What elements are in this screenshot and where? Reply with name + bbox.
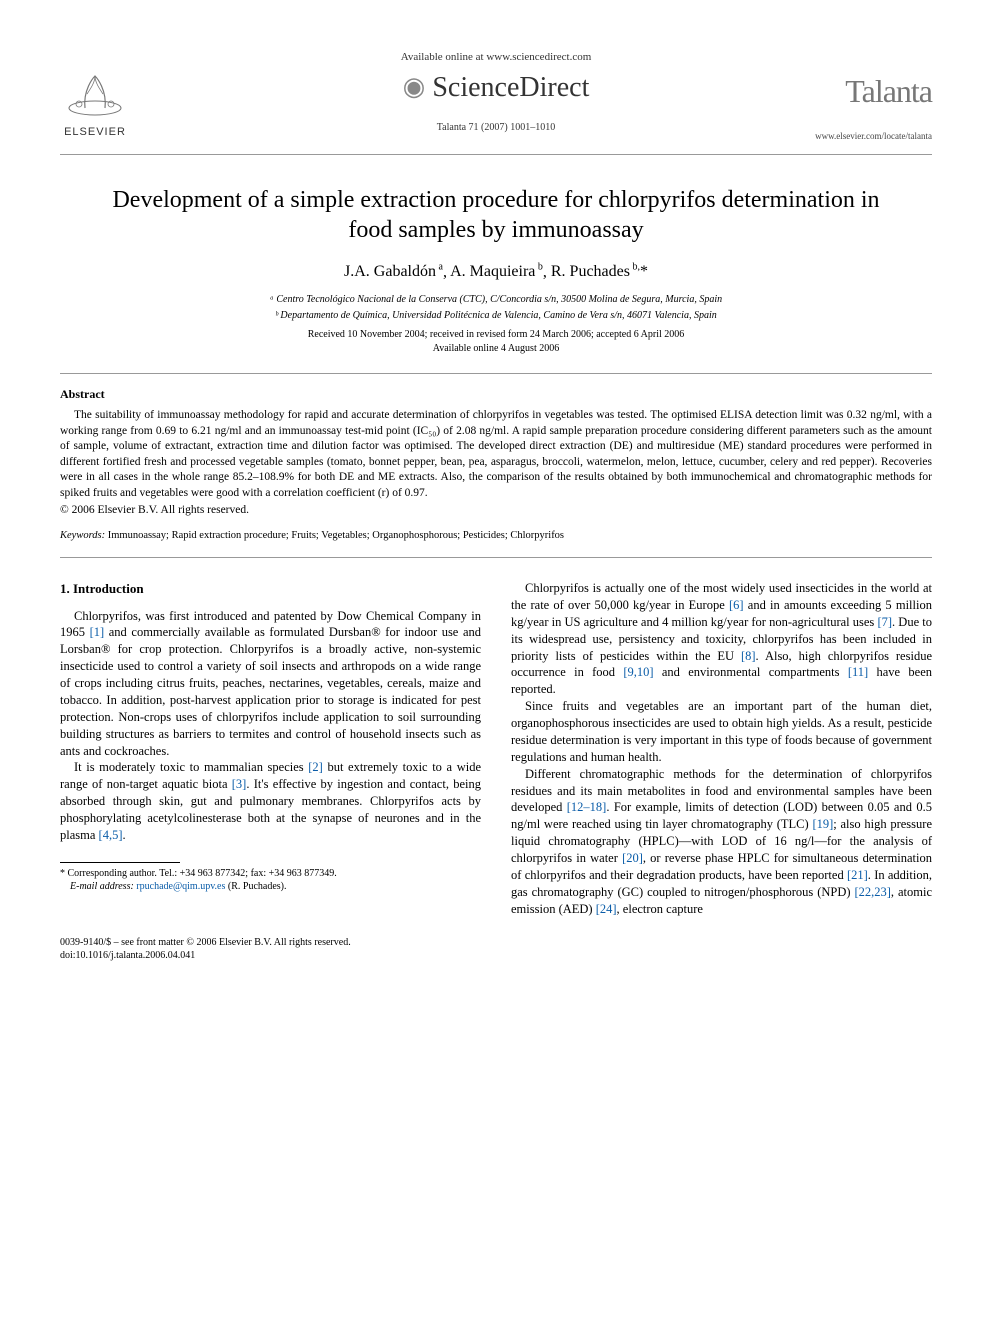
- right-p3: Different chromatographic methods for th…: [511, 766, 932, 918]
- abstract-section: Abstract The suitability of immunoassay …: [60, 386, 932, 543]
- left-column: 1. Introduction Chlorpyrifos, was first …: [60, 580, 481, 918]
- cite-6[interactable]: [6]: [729, 598, 744, 612]
- elsevier-logo: ELSEVIER: [60, 70, 130, 140]
- divider: [60, 557, 932, 558]
- sciencedirect-logo: ◉ ScienceDirect: [60, 69, 932, 107]
- cite-24[interactable]: [24]: [596, 902, 617, 916]
- abstract-heading: Abstract: [60, 386, 932, 402]
- email-label: E-mail address:: [70, 881, 134, 892]
- divider: [60, 154, 932, 155]
- cite-3[interactable]: [3]: [232, 777, 247, 791]
- cite-11[interactable]: [11]: [848, 665, 868, 679]
- keywords: Keywords: Immunoassay; Rapid extraction …: [60, 529, 932, 543]
- header-center: Available online at www.sciencedirect.co…: [60, 40, 932, 134]
- body-columns: 1. Introduction Chlorpyrifos, was first …: [60, 580, 932, 918]
- sd-swirl-icon: ◉: [403, 72, 426, 101]
- divider: [60, 373, 932, 374]
- available-online-line: Available online at www.sciencedirect.co…: [60, 50, 932, 65]
- affiliation-b: ᵇ Departamento de Química, Universidad P…: [60, 309, 932, 323]
- copyright-line: © 2006 Elsevier B.V. All rights reserved…: [60, 503, 932, 519]
- elsevier-tree-icon: [60, 70, 130, 125]
- cite-7[interactable]: [7]: [877, 615, 892, 629]
- cite-12-18[interactable]: [12–18]: [567, 800, 607, 814]
- cite-4-5[interactable]: [4,5]: [99, 828, 123, 842]
- author-1: J.A. Gabaldón a: [344, 263, 443, 280]
- corresponding-author-footnote: * Corresponding author. Tel.: +34 963 87…: [60, 867, 481, 893]
- cite-21[interactable]: [21]: [847, 868, 868, 882]
- journal-citation: Talanta 71 (2007) 1001–1010: [60, 121, 932, 135]
- elsevier-label: ELSEVIER: [60, 125, 130, 140]
- intro-p1: Chlorpyrifos, was first introduced and p…: [60, 608, 481, 760]
- corr-email-line: E-mail address: rpuchade@qim.upv.es (R. …: [60, 880, 481, 893]
- abstract-text: The suitability of immunoassay methodolo…: [60, 408, 932, 501]
- authors: J.A. Gabaldón a, A. Maquieira b, R. Puch…: [60, 261, 932, 283]
- author-2: A. Maquieira b: [450, 263, 543, 280]
- author-3: R. Puchades b,*: [551, 263, 648, 280]
- cite-2[interactable]: [2]: [308, 760, 323, 774]
- affiliation-a: ᵃ Centro Tecnológico Nacional de la Cons…: [60, 293, 932, 307]
- right-p1: Chlorpyrifos is actually one of the most…: [511, 580, 932, 698]
- article-title: Development of a simple extraction proce…: [90, 185, 902, 245]
- cite-8[interactable]: [8]: [741, 649, 756, 663]
- intro-heading: 1. Introduction: [60, 580, 481, 598]
- journal-logo: Talanta: [845, 70, 932, 113]
- received-dates: Received 10 November 2004; received in r…: [60, 328, 932, 342]
- header: ELSEVIER Available online at www.science…: [60, 40, 932, 134]
- corr-line: * Corresponding author. Tel.: +34 963 87…: [60, 867, 481, 880]
- right-column: Chlorpyrifos is actually one of the most…: [511, 580, 932, 918]
- journal-url: www.elsevier.com/locate/talanta: [815, 130, 932, 142]
- cite-19[interactable]: [19]: [812, 817, 833, 831]
- keywords-label: Keywords:: [60, 530, 105, 541]
- email-link[interactable]: rpuchade@qim.upv.es: [136, 881, 225, 892]
- front-matter-line: 0039-9140/$ – see front matter © 2006 El…: [60, 936, 932, 950]
- intro-p2: It is moderately toxic to mammalian spec…: [60, 759, 481, 843]
- footnote-separator: [60, 862, 180, 863]
- keywords-list: Immunoassay; Rapid extraction procedure;…: [108, 530, 564, 541]
- cite-20[interactable]: [20]: [622, 851, 643, 865]
- cite-9-10[interactable]: [9,10]: [623, 665, 653, 679]
- right-p2: Since fruits and vegetables are an impor…: [511, 698, 932, 766]
- doi-line: doi:10.1016/j.talanta.2006.04.041: [60, 949, 932, 963]
- email-who: (R. Puchades).: [225, 881, 286, 892]
- sd-text: ScienceDirect: [432, 72, 589, 103]
- cite-22-23[interactable]: [22,23]: [854, 885, 890, 899]
- cite-1[interactable]: [1]: [90, 625, 105, 639]
- abstract-body: The suitability of immunoassay methodolo…: [60, 408, 932, 501]
- online-date: Available online 4 August 2006: [60, 342, 932, 356]
